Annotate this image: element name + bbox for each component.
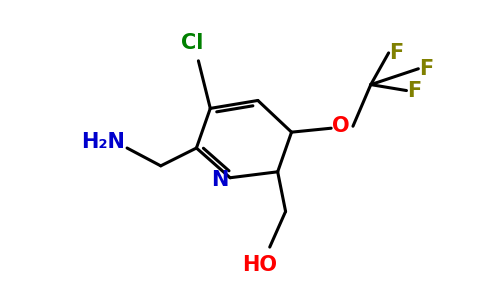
Text: H₂N: H₂N bbox=[81, 132, 125, 152]
Text: Cl: Cl bbox=[182, 33, 204, 53]
Text: F: F bbox=[390, 43, 404, 63]
Text: O: O bbox=[332, 116, 350, 136]
Text: N: N bbox=[212, 170, 229, 190]
Text: F: F bbox=[419, 59, 433, 79]
Text: HO: HO bbox=[242, 255, 277, 275]
Text: F: F bbox=[407, 81, 422, 100]
